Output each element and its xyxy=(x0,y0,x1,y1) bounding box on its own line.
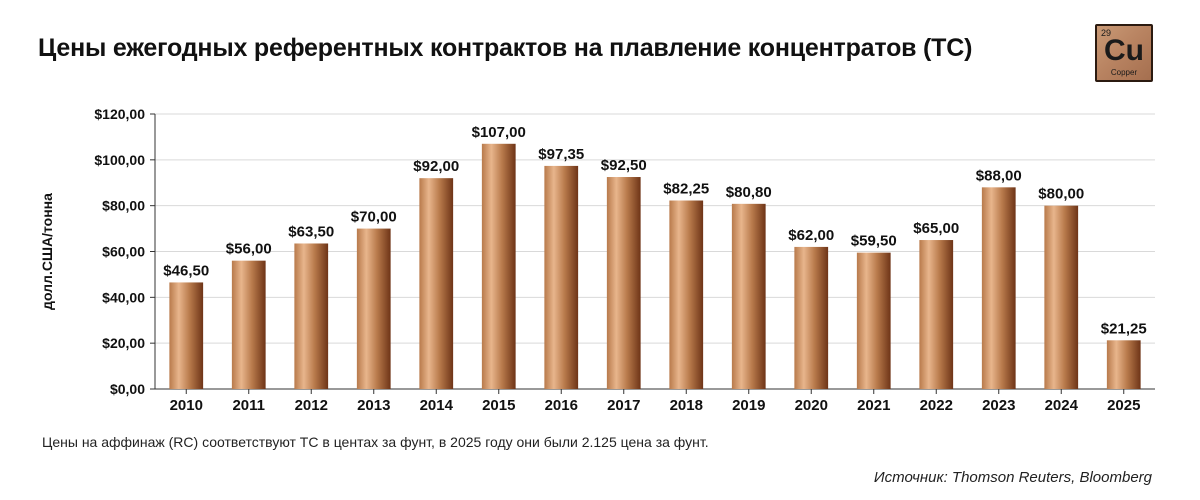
x-tick-label: 2016 xyxy=(545,397,578,414)
data-label: $92,00 xyxy=(413,158,459,175)
bar xyxy=(231,260,266,389)
bar xyxy=(481,143,516,389)
data-label: $70,00 xyxy=(351,209,397,226)
data-label: $88,00 xyxy=(976,167,1022,184)
x-tick-label: 2015 xyxy=(482,397,515,414)
x-tick-label: 2013 xyxy=(357,397,390,414)
data-label: $63,50 xyxy=(288,223,334,240)
bar xyxy=(1106,340,1141,389)
data-label: $62,00 xyxy=(788,227,834,244)
x-tick-label: 2012 xyxy=(295,397,328,414)
bar xyxy=(356,228,391,389)
x-tick-label: 2014 xyxy=(420,397,454,414)
x-tick-label: 2010 xyxy=(170,397,203,414)
x-tick-label: 2022 xyxy=(920,397,953,414)
y-tick-label: $60,00 xyxy=(102,244,145,260)
y-tick-label: $100,00 xyxy=(94,152,145,168)
copper-element-icon: 29 Cu Copper xyxy=(1095,24,1153,82)
data-label: $21,25 xyxy=(1101,320,1147,337)
bar xyxy=(856,252,891,389)
x-tick-label: 2024 xyxy=(1045,397,1079,414)
bar xyxy=(919,240,954,389)
atomic-number: 29 xyxy=(1101,28,1112,38)
data-label: $82,25 xyxy=(663,181,709,198)
y-axis-label: долл.США/тонна xyxy=(39,193,55,310)
data-label: $65,00 xyxy=(913,220,959,237)
element-name: Copper xyxy=(1110,68,1138,77)
bar xyxy=(794,246,829,389)
x-tick-label: 2025 xyxy=(1107,397,1140,414)
data-label: $46,50 xyxy=(163,262,209,279)
x-tick-label: 2021 xyxy=(857,397,890,414)
source-credit: Источник: Thomson Reuters, Bloomberg xyxy=(873,469,1152,486)
data-label: $92,50 xyxy=(601,157,647,174)
chart-title: Цены ежегодных референтных контрактов на… xyxy=(38,34,973,62)
y-tick-label: $80,00 xyxy=(102,198,145,214)
data-label: $80,00 xyxy=(1038,186,1084,203)
data-label: $107,00 xyxy=(472,124,526,141)
bar xyxy=(169,282,204,389)
element-symbol: Cu xyxy=(1104,34,1144,67)
x-tick-label: 2011 xyxy=(232,397,265,414)
data-label: $80,80 xyxy=(726,184,772,201)
bar xyxy=(606,177,641,389)
y-tick-label: $40,00 xyxy=(102,289,145,305)
x-tick-label: 2018 xyxy=(670,397,703,414)
data-label: $97,35 xyxy=(538,146,584,163)
bar xyxy=(731,203,766,389)
y-tick-label: $0,00 xyxy=(110,381,145,397)
y-tick-label: $120,00 xyxy=(94,106,145,122)
bar xyxy=(1044,205,1079,389)
x-tick-label: 2017 xyxy=(607,397,640,414)
bar xyxy=(669,200,704,389)
x-tick-label: 2019 xyxy=(732,397,765,414)
bar xyxy=(981,187,1016,389)
bar xyxy=(419,178,454,389)
data-label: $56,00 xyxy=(226,241,272,258)
y-tick-label: $20,00 xyxy=(102,335,145,351)
data-label: $59,50 xyxy=(851,233,897,250)
bar xyxy=(294,243,329,389)
footnote: Цены на аффинаж (RC) соответствуют TC в … xyxy=(42,434,709,450)
bar xyxy=(544,165,579,389)
x-tick-label: 2020 xyxy=(795,397,828,414)
x-tick-label: 2023 xyxy=(982,397,1015,414)
